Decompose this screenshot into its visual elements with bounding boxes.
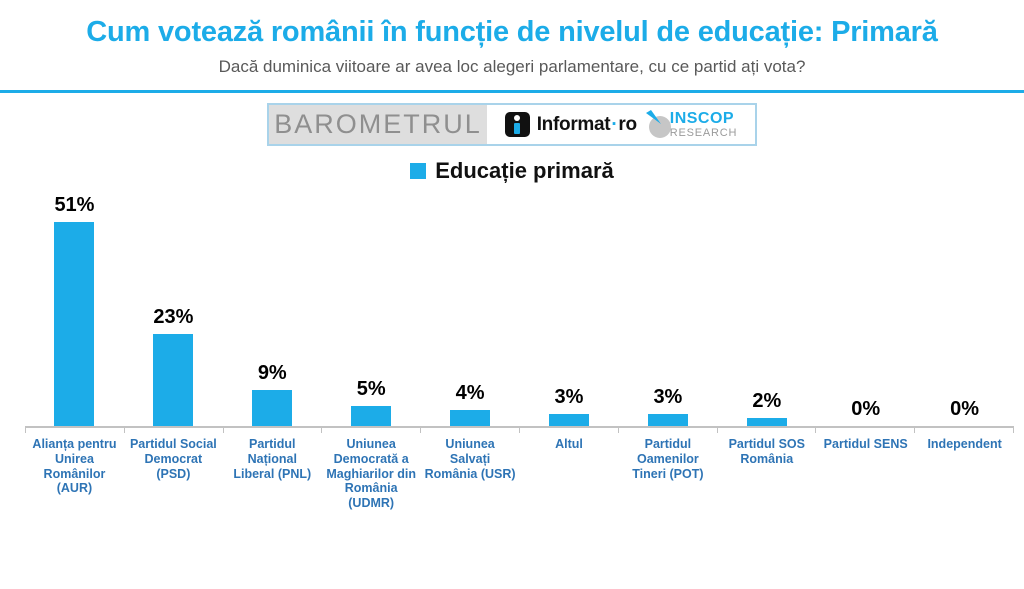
chart-x-axis <box>25 426 1014 433</box>
chart-plot: 51% 23% 9% 5% 4% 3% 3% 2% 0% 0% <box>25 192 1014 426</box>
informat-name: Informat <box>536 113 611 135</box>
bar <box>647 414 688 426</box>
bar-value-label: 3% <box>554 386 584 408</box>
axis-tick-cell <box>25 428 125 433</box>
inscop-line1: INSCOP <box>669 109 735 127</box>
bar-value-label: 23% <box>153 306 194 328</box>
category-label: Partidul Național Liberal (PNL) <box>233 437 312 481</box>
axis-tick-cell <box>520 428 619 433</box>
axis-tick-cell <box>619 428 718 433</box>
legend-swatch <box>410 163 427 179</box>
axis-tick-cell <box>421 428 520 433</box>
bar-column: 51% <box>25 192 124 426</box>
bar-column: 4% <box>421 192 520 426</box>
category-label: Uniunea Salvați România (USR) <box>424 437 516 481</box>
bar <box>54 222 95 426</box>
bar <box>746 418 787 426</box>
informat-icon <box>504 112 530 137</box>
slide: Cum votează românii în funcție de nivelu… <box>0 16 1024 589</box>
legend-label: Educație primară <box>435 158 614 183</box>
informat-logo-text: Informat·ro <box>537 114 637 136</box>
informat-icon-dot <box>514 115 521 121</box>
bar-value-label: 51% <box>54 194 95 216</box>
barometrul-text: BAROMETRUL <box>274 109 482 139</box>
bar <box>252 390 293 426</box>
partner-logos: Informat·ro INSCOP RESEARCH <box>487 105 755 144</box>
barometrul-logo: BAROMETRUL <box>269 105 487 144</box>
category-label: Partidul SOS România <box>728 437 805 466</box>
bar-column: 5% <box>322 192 421 426</box>
category-label: Altul <box>555 437 583 451</box>
inscop-clock-icon <box>645 109 671 138</box>
bar-column: 2% <box>717 192 816 426</box>
bar-value-label: 0% <box>851 398 881 420</box>
bar-column: 0% <box>915 192 1014 426</box>
category-label: Partidul Social Democrat (PSD) <box>129 437 217 481</box>
axis-tick-cell <box>718 428 817 433</box>
category-label: Independent <box>927 437 1002 451</box>
chart-legend: Educație primară <box>0 158 1024 184</box>
page-title: Cum votează românii în funcție de nivelu… <box>86 16 938 48</box>
category-label: Partidul Oamenilor Tineri (POT) <box>632 437 704 481</box>
bar-value-label: 0% <box>950 398 980 420</box>
bar-value-label: 9% <box>257 362 287 384</box>
informat-middot: · <box>611 113 618 135</box>
informat-icon-stem <box>514 123 521 134</box>
bar-value-label: 3% <box>653 386 683 408</box>
page-subtitle: Dacă duminica viitoare ar avea loc alege… <box>218 57 806 76</box>
category-label: Uniunea Democrată a Maghiarilor din Româ… <box>326 437 416 510</box>
bar-column: 3% <box>618 192 717 426</box>
bar <box>548 414 589 426</box>
logo-banner: BAROMETRUL Informat·ro INSCOP RESEARCH <box>267 103 757 146</box>
bar-column: 3% <box>520 192 619 426</box>
inscop-line2: RESEARCH <box>669 126 738 139</box>
bar-chart: 51% 23% 9% 5% 4% 3% 3% 2% 0% 0% Alianț <box>25 192 1014 511</box>
informat-suffix: ro <box>618 113 637 135</box>
bar-column: 9% <box>223 192 322 426</box>
category-label: Alianța pentru Unirea Românilor (AUR) <box>32 437 117 496</box>
bar <box>450 410 491 426</box>
bar-column: 23% <box>124 192 223 426</box>
inscop-logo-text: INSCOP RESEARCH <box>669 109 738 139</box>
chart-category-labels: Alianța pentru Unirea Românilor (AUR) Par… <box>25 437 1014 511</box>
category-label: Partidul SENS <box>823 437 908 451</box>
axis-tick-cell <box>125 428 224 433</box>
bar-column: 0% <box>816 192 915 426</box>
divider-line <box>0 90 1024 93</box>
bar-value-label: 5% <box>356 378 386 400</box>
bar <box>153 334 194 426</box>
bar-value-label: 2% <box>752 390 782 412</box>
axis-tick-cell <box>224 428 323 433</box>
axis-tick-cell <box>322 428 422 433</box>
bar <box>351 406 392 426</box>
bar-value-label: 4% <box>455 382 485 404</box>
inscop-logo: INSCOP RESEARCH <box>644 109 738 141</box>
axis-tick-cell <box>816 428 916 433</box>
axis-tick-cell <box>915 428 1014 433</box>
